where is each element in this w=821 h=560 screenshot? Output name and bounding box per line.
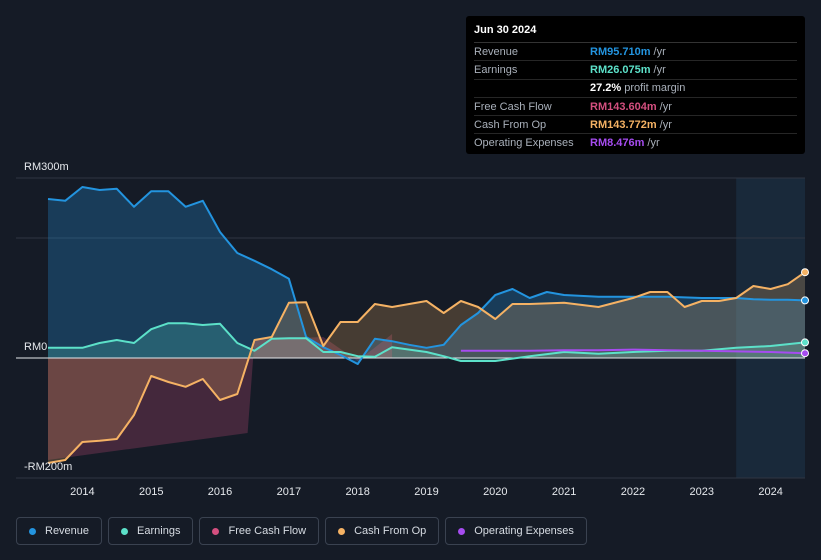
x-tick-label: 2016 <box>208 486 232 498</box>
x-tick-label: 2023 <box>690 486 714 498</box>
y-tick-label: RM0 <box>24 341 47 353</box>
legend-label: Cash From Op <box>354 525 427 537</box>
x-tick-label: 2019 <box>414 486 438 498</box>
legend-label: Operating Expenses <box>474 525 574 537</box>
x-tick-label: 2017 <box>277 486 301 498</box>
line-earnings <box>48 322 806 362</box>
x-tick-label: 2024 <box>758 486 782 498</box>
area-free-cash-flow <box>48 334 393 460</box>
tooltip-row-unit: profit margin <box>624 82 686 95</box>
y-axis-labels: RM300m RM0 -RM200m <box>24 161 72 473</box>
x-axis-labels: 2014 2015 2016 2017 2018 2019 2020 2021 2022 2023… <box>70 486 783 498</box>
legend-label: Earnings <box>137 525 181 537</box>
tooltip-row-value: RM26.075m <box>590 63 651 76</box>
tooltip-row-value: RM143.604m <box>590 100 657 113</box>
tooltip-date: Jun 30 2024 <box>474 16 797 43</box>
line-revenue <box>47 186 806 365</box>
series-lines <box>47 186 806 464</box>
tooltip-row-label: Operating Expenses <box>474 137 574 150</box>
end-dot-earnings <box>801 338 809 347</box>
x-tick-label: 2021 <box>552 486 576 498</box>
x-tick-label: 2018 <box>345 486 369 498</box>
legend-item-free-cash-flow[interactable]: Free Cash Flow <box>199 517 320 545</box>
legend-label: Revenue <box>45 525 90 537</box>
legend-dot-icon <box>212 527 220 535</box>
legend-dot-icon <box>121 527 129 535</box>
x-tick-label: 2015 <box>139 486 163 498</box>
tooltip-row-unit: /yr <box>659 118 672 131</box>
tooltip-row-value: RM8.476m <box>590 137 645 150</box>
tooltip-row-value: RM95.710m <box>590 45 651 58</box>
area-cash-from-op <box>48 272 805 463</box>
legend: Revenue Earnings Free Cash Flow Cash From O… <box>16 517 587 545</box>
area-earnings <box>48 323 805 361</box>
legend-item-revenue[interactable]: Revenue <box>16 517 103 545</box>
tooltip-row-value: 27.2% <box>590 82 622 95</box>
tooltip-row: Operating Expenses RM8.476m/yr <box>474 134 797 151</box>
forecast-band <box>736 178 805 478</box>
tooltip-row-unit: /yr <box>647 137 660 150</box>
tooltip-row-unit: /yr <box>653 63 666 76</box>
area-revenue <box>48 187 805 364</box>
x-tick-label: 2022 <box>621 486 645 498</box>
x-tick-label: 2020 <box>483 486 507 498</box>
tooltip-row: Revenue RM95.710m/yr <box>474 43 797 62</box>
legend-label: Free Cash Flow <box>228 525 307 537</box>
tooltip-row: 27.2% profit margin <box>474 80 797 98</box>
y-tick-label: -RM200m <box>24 461 72 473</box>
series-areas <box>48 187 805 463</box>
tooltip-rows: Revenue RM95.710m/yr Earnings RM26.075m/yr 2… <box>474 43 797 152</box>
tooltip-row-label: Cash From Op <box>474 118 547 131</box>
tooltip-row: Free Cash Flow RM143.604m/yr <box>474 98 797 117</box>
line-operating-expenses <box>460 348 806 355</box>
tooltip-row-label: Earnings <box>474 63 518 76</box>
tooltip-row-label: Revenue <box>474 45 519 58</box>
x-tick-label: 2014 <box>70 486 94 498</box>
legend-item-cash-from-op[interactable]: Cash From Op <box>325 517 440 545</box>
tooltip-row-value: RM143.772m <box>590 118 657 131</box>
end-dot-operating-expenses <box>801 349 809 358</box>
tooltip-row-unit: /yr <box>653 45 666 58</box>
end-dot-cash-from-op <box>801 268 809 277</box>
end-dot-revenue <box>801 296 809 305</box>
tooltip-row: Earnings RM26.075m/yr <box>474 61 797 80</box>
tooltip-row-unit: /yr <box>659 100 672 113</box>
legend-item-earnings[interactable]: Earnings <box>108 517 194 545</box>
tooltip: Jun 30 2024 Revenue RM95.710m/yr Earnings R… <box>466 16 805 154</box>
tooltip-row: Cash From Op RM143.772m/yr <box>474 116 797 135</box>
legend-dot-icon <box>29 527 36 535</box>
legend-dot-icon <box>338 527 346 535</box>
legend-dot-icon <box>458 527 466 535</box>
series-end-dots <box>801 268 809 358</box>
line-cash-from-op <box>47 271 806 464</box>
legend-item-operating-expenses[interactable]: Operating Expenses <box>445 517 587 545</box>
tooltip-row-label: Free Cash Flow <box>474 100 552 113</box>
y-tick-label: RM300m <box>24 161 69 173</box>
